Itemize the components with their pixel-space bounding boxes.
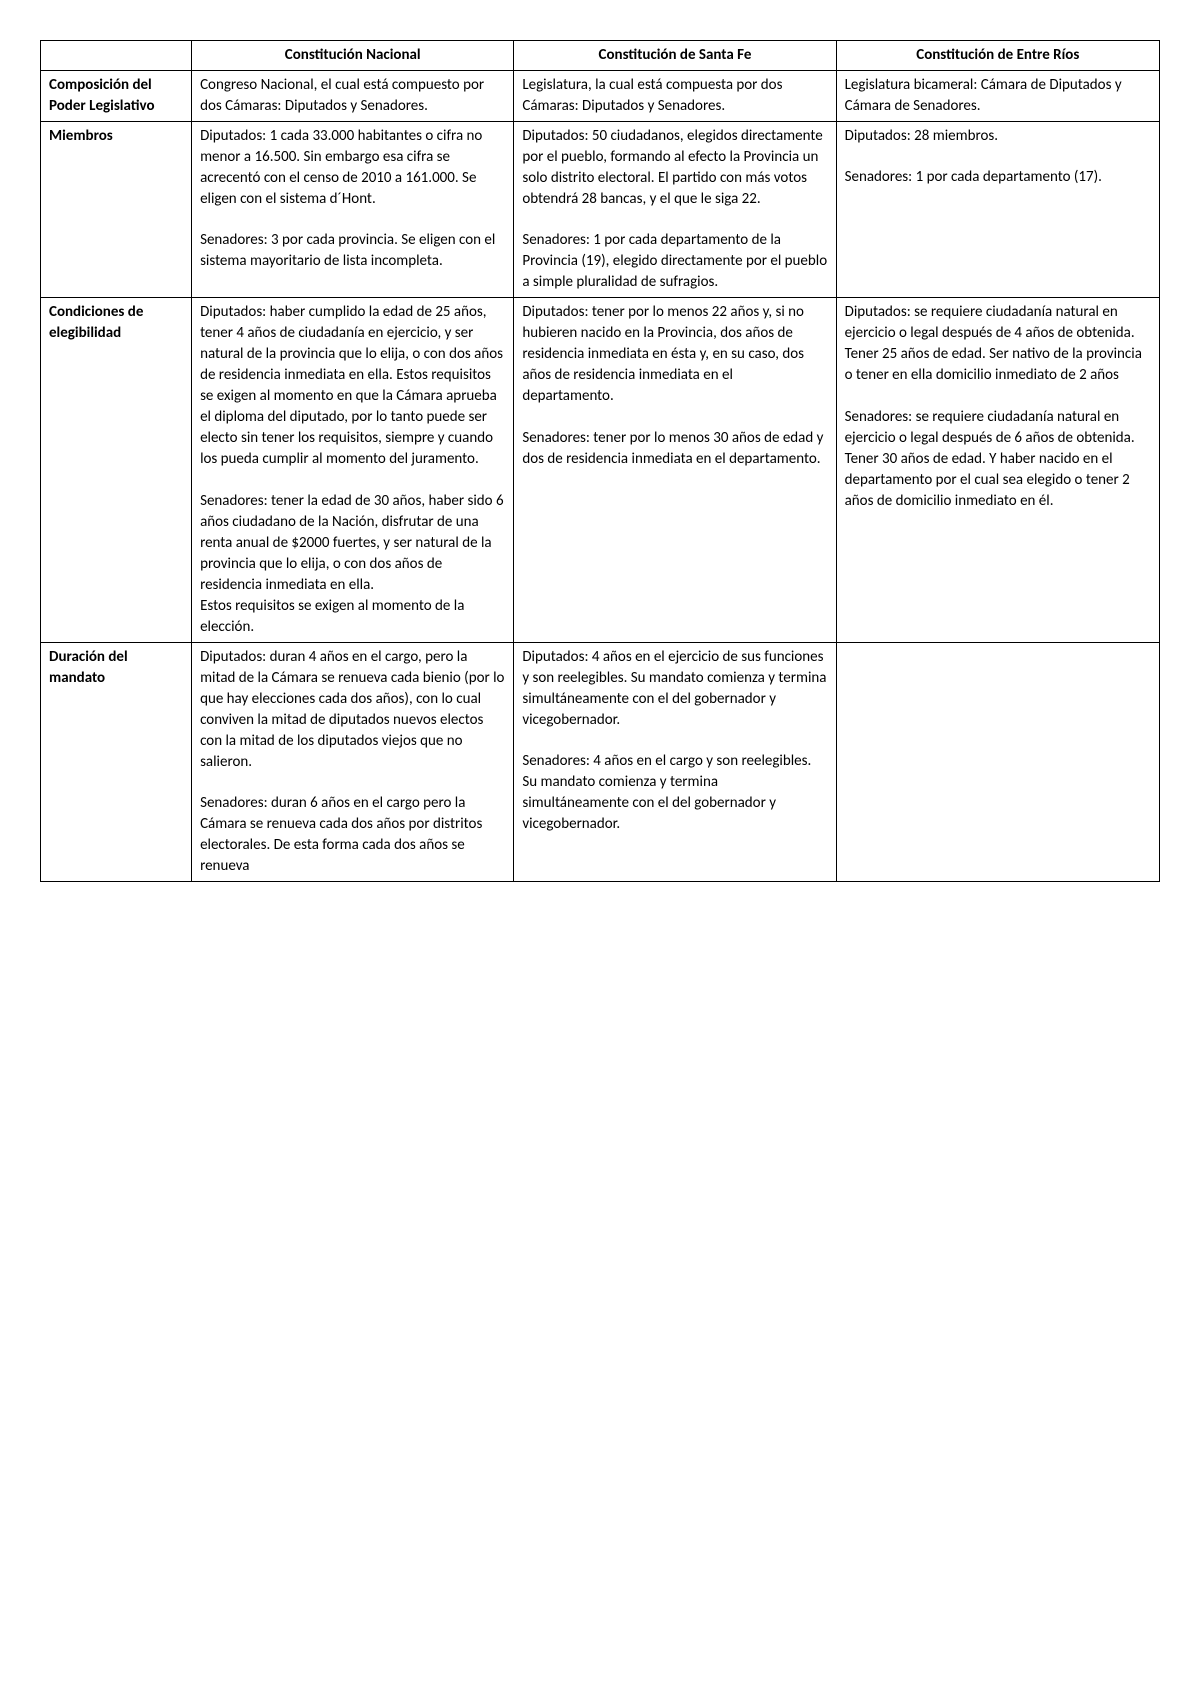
cell-c3: Legislatura bicameral: Cámara de Diputad…	[836, 71, 1159, 122]
cell-c2: Diputados: 4 años en el ejercicio de sus…	[514, 642, 836, 881]
cell-c3: Diputados: se requiere ciudadanía natura…	[836, 298, 1159, 642]
table-header-row: Constitución Nacional Constitución de Sa…	[41, 41, 1160, 71]
comparison-table: Constitución Nacional Constitución de Sa…	[40, 40, 1160, 882]
cell-paragraph: Senadores: 1 por cada departamento (17).	[845, 167, 1151, 188]
cell-paragraph: Senadores: tener la edad de 30 años, hab…	[200, 491, 505, 638]
cell-paragraph: Diputados: tener por lo menos 22 años y,…	[522, 302, 827, 407]
row-label: Duración del mandato	[41, 642, 192, 881]
cell-paragraph: Senadores: tener por lo menos 30 años de…	[522, 428, 827, 470]
row-label: Condiciones de elegibilidad	[41, 298, 192, 642]
header-col2: Constitución de Santa Fe	[514, 41, 836, 71]
header-col1: Constitución Nacional	[192, 41, 514, 71]
cell-paragraph: Diputados: 28 miembros.	[845, 126, 1151, 147]
header-col3: Constitución de Entre Ríos	[836, 41, 1159, 71]
cell-c1: Diputados: 1 cada 33.000 habitantes o ci…	[192, 122, 514, 298]
cell-c1: Congreso Nacional, el cual está compuest…	[192, 71, 514, 122]
cell-paragraph: Diputados: se requiere ciudadanía natura…	[845, 302, 1151, 386]
cell-paragraph: Senadores: 3 por cada provincia. Se elig…	[200, 230, 505, 272]
cell-paragraph: Diputados: duran 4 años en el cargo, per…	[200, 647, 505, 773]
cell-paragraph: Senadores: duran 6 años en el cargo pero…	[200, 793, 505, 877]
cell-paragraph: Diputados: 50 ciudadanos, elegidos direc…	[522, 126, 827, 210]
cell-paragraph: Congreso Nacional, el cual está compuest…	[200, 75, 505, 117]
cell-paragraph: Diputados: haber cumplido la edad de 25 …	[200, 302, 505, 470]
cell-c2: Diputados: tener por lo menos 22 años y,…	[514, 298, 836, 642]
cell-c3: Diputados: 28 miembros. Senadores: 1 por …	[836, 122, 1159, 298]
row-label: Composición del Poder Legislativo	[41, 71, 192, 122]
cell-c3	[836, 642, 1159, 881]
table-row: Condiciones de elegibilidadDiputados: ha…	[41, 298, 1160, 642]
table-row: Composición del Poder LegislativoCongres…	[41, 71, 1160, 122]
cell-paragraph: Legislatura, la cual está compuesta por …	[522, 75, 827, 117]
table-body: Composición del Poder LegislativoCongres…	[41, 71, 1160, 882]
cell-paragraph: Legislatura bicameral: Cámara de Diputad…	[845, 75, 1151, 117]
header-blank	[41, 41, 192, 71]
cell-paragraph: Senadores: 1 por cada departamento de la…	[522, 230, 827, 293]
cell-c1: Diputados: haber cumplido la edad de 25 …	[192, 298, 514, 642]
table-row: Duración del mandatoDiputados: duran 4 a…	[41, 642, 1160, 881]
row-label: Miembros	[41, 122, 192, 298]
cell-paragraph: Senadores: se requiere ciudadanía natura…	[845, 407, 1151, 512]
table-row: MiembrosDiputados: 1 cada 33.000 habitan…	[41, 122, 1160, 298]
cell-paragraph: Diputados: 1 cada 33.000 habitantes o ci…	[200, 126, 505, 210]
cell-paragraph: Senadores: 4 años en el cargo y son reel…	[522, 751, 827, 835]
cell-paragraph: Diputados: 4 años en el ejercicio de sus…	[522, 647, 827, 731]
cell-c2: Diputados: 50 ciudadanos, elegidos direc…	[514, 122, 836, 298]
cell-c2: Legislatura, la cual está compuesta por …	[514, 71, 836, 122]
cell-c1: Diputados: duran 4 años en el cargo, per…	[192, 642, 514, 881]
